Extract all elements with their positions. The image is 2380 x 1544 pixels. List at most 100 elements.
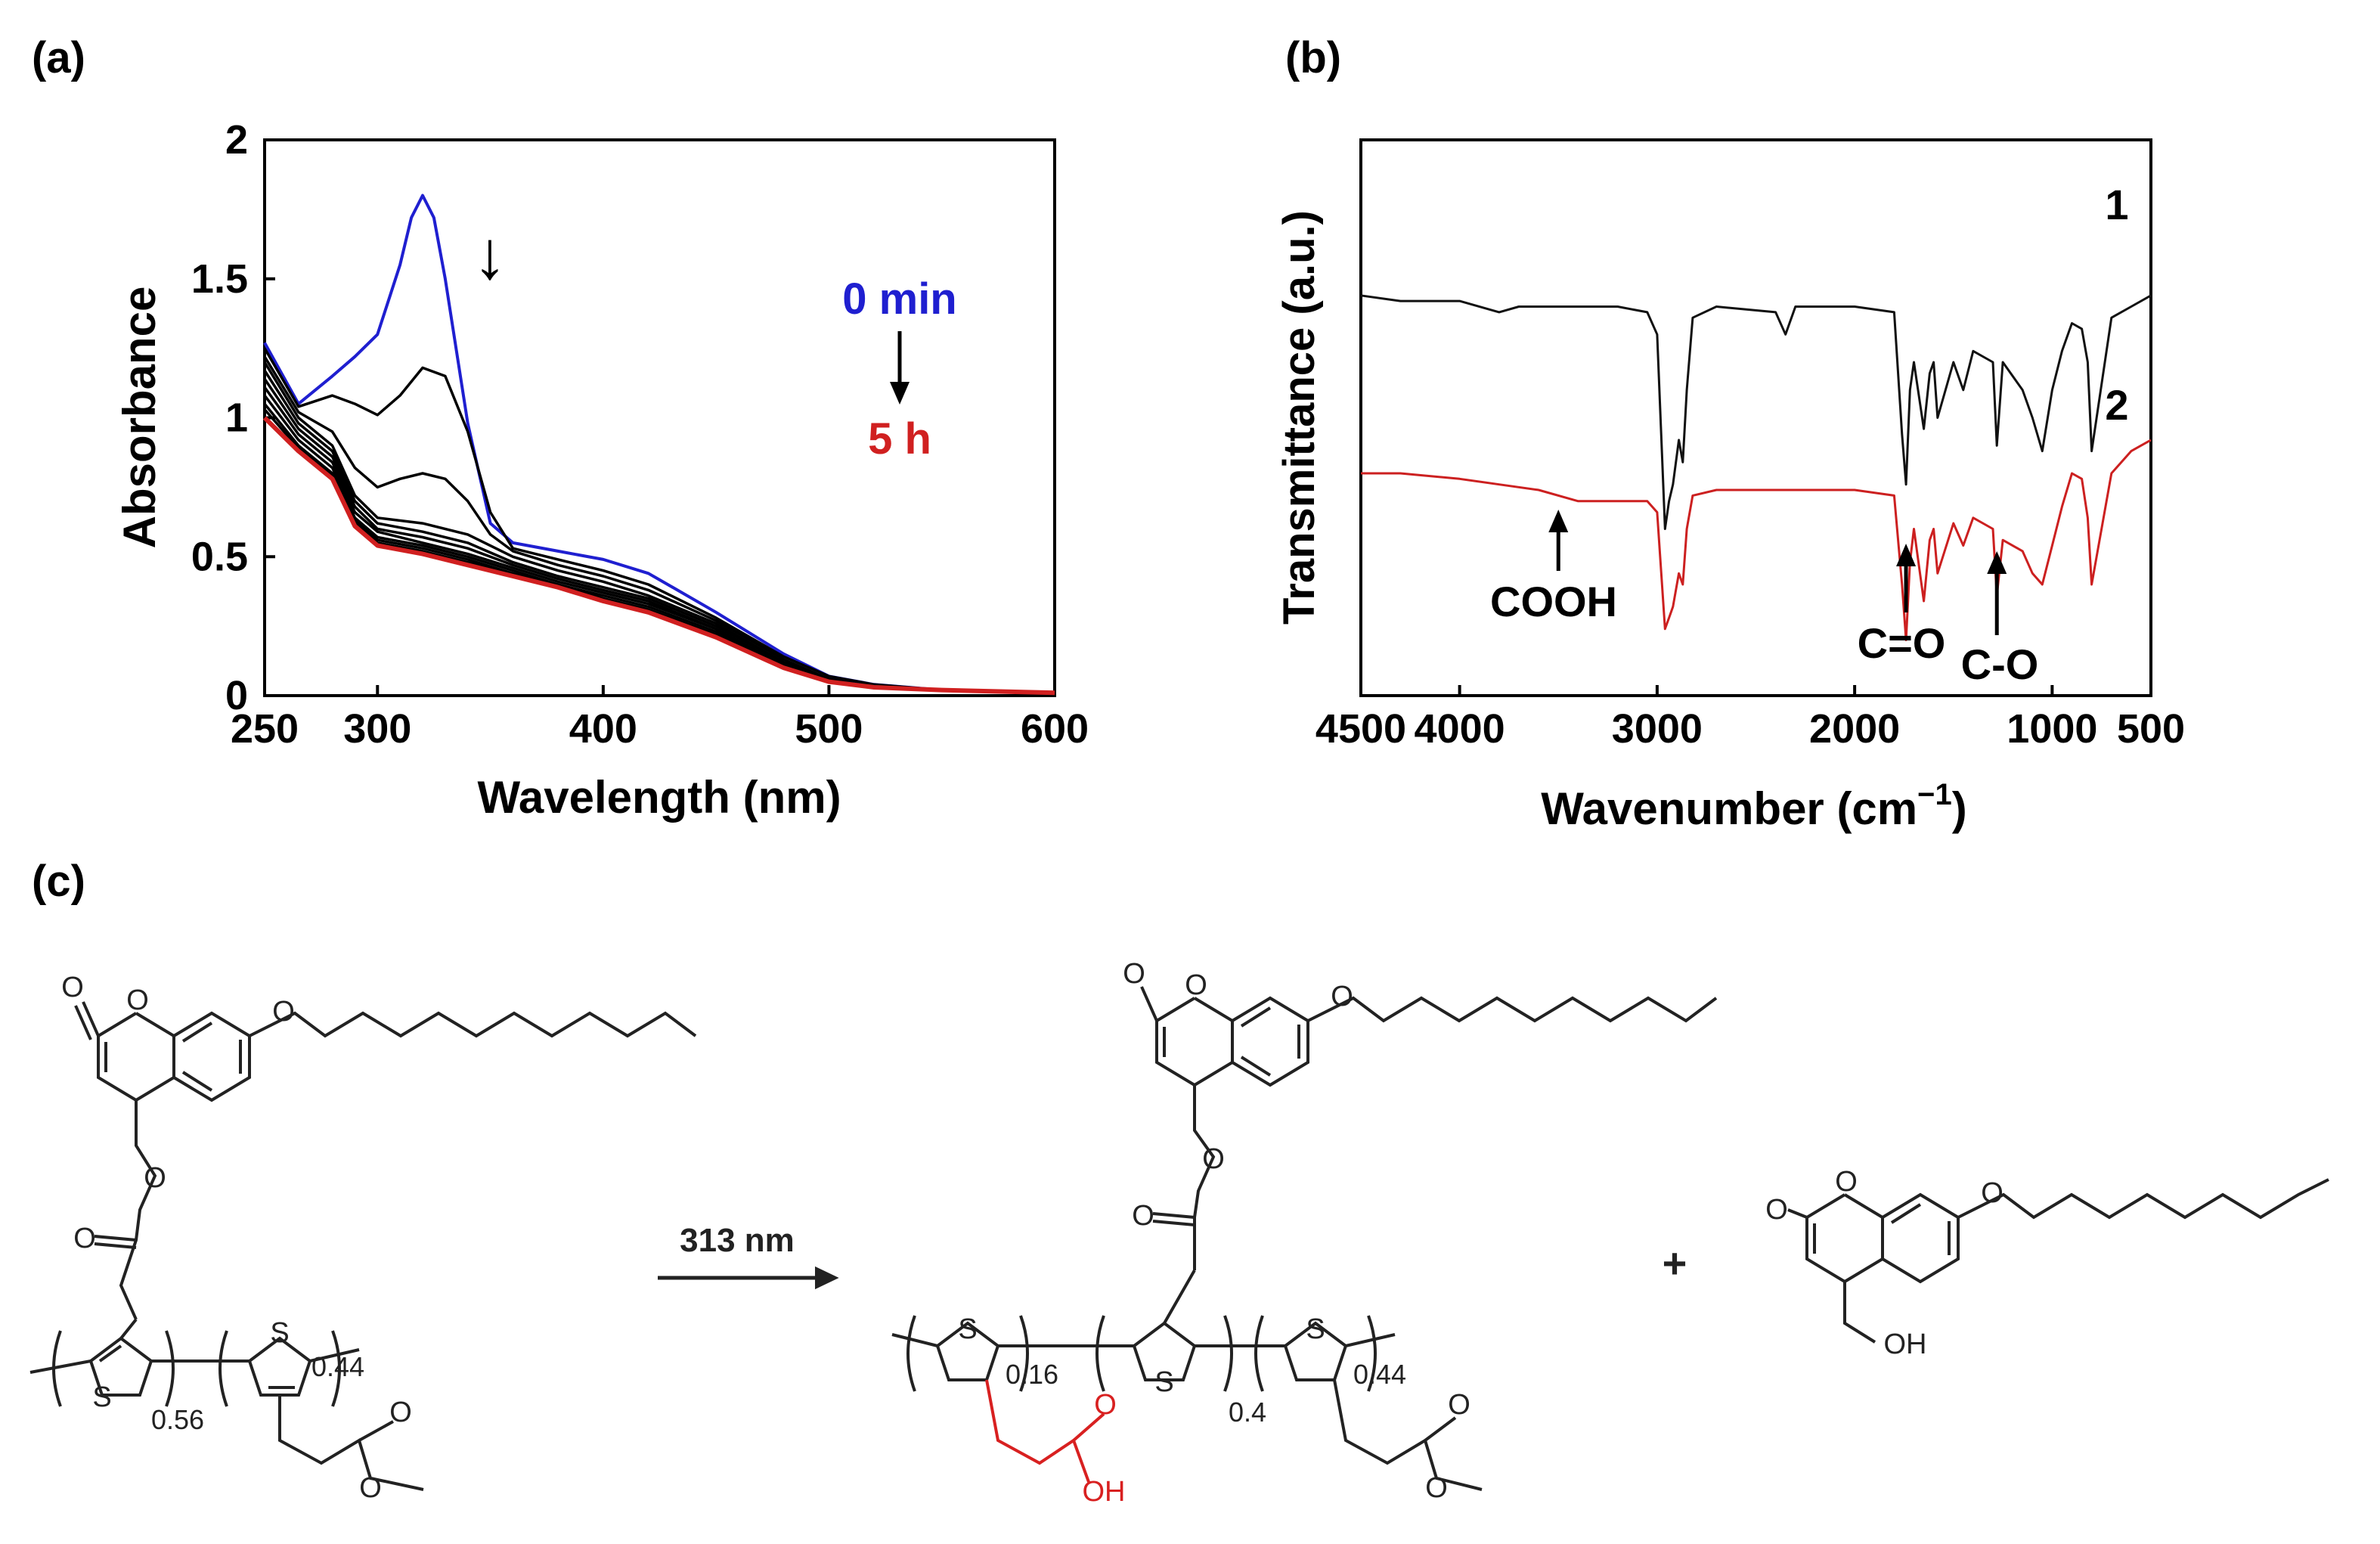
plus-sign: + [1663,1239,1687,1287]
product-atom-o7: O [1448,1389,1470,1421]
x-axis-label-b: Wavenumber (cm−1) [1541,778,1967,834]
axis-ticks-a: 250 300 400 500 600 0 0.5 1 1.5 2 [191,117,1089,752]
product-bracket-center-right [1223,1315,1233,1392]
product-center-link [1163,1270,1196,1324]
spectra-series-a [262,194,1055,696]
peak-label-c-single-o: C-O [1961,640,2039,688]
product-octyl-chain [1307,996,1718,1023]
reactant-atom-s2: S [270,1317,289,1349]
legend-end-a: 5 h [868,414,931,464]
y-axis-label-b: Transmittance (a.u.) [1275,210,1324,625]
reactant-atom-o7: O [359,1472,382,1504]
product-atom-oh: OH [1083,1476,1126,1508]
spectrum-line-t5 [263,378,1055,695]
product-bracket-center-left [1095,1315,1105,1392]
series-label-2: 2 [2105,381,2128,429]
product-acid-carbonyl [1072,1412,1105,1442]
y-tick-label-a: 1 [225,395,248,441]
x-tick-label-a: 500 [795,706,863,752]
reactant-pyranone-ring [97,1012,175,1102]
reactant-bracket-2-left [218,1330,228,1407]
product-methyl-ester-co [1424,1416,1457,1442]
product-benzene-double-3 [1240,1056,1272,1077]
product-atom-s2: S [1154,1366,1173,1398]
legend-arrow-head-a [890,382,910,405]
ftir-chart: 4500 4000 3000 2000 1000 500 Transmittance (a… [1275,138,2185,834]
reactant-thiophene-1-link [119,1318,138,1340]
product-ester-carbonyl-2 [1152,1220,1195,1226]
ftir-line-1 [1360,294,2152,530]
reactant-ester-linker [119,1100,157,1320]
byproduct-atom-o3: O [1981,1177,2003,1209]
x-axis-label-b-main: Wavenumber (cm [1541,783,1917,834]
reactant-octyl-chain [249,1011,697,1038]
product-pyranone-ring [1155,997,1234,1087]
reaction-arrow-head [815,1266,839,1290]
product-bracket-right-left [1254,1315,1264,1392]
reactant-atom-o3: O [272,996,295,1028]
product-methyl-ester [1333,1379,1483,1491]
peak-arrow-head [1987,551,2007,574]
product-bracket-left-left [906,1315,916,1392]
y-axis-label-a: Absorbance [114,287,165,549]
x-tick-label-b: 2000 [1809,706,1900,752]
x-tick-label-b: 4000 [1415,706,1505,752]
x-tick-label-a: 400 [569,706,637,752]
byproduct-pyranone-ring [1805,1193,1884,1284]
product-structure [891,986,1718,1491]
peak-arrows [1548,510,2007,635]
reactant-atom-o5: O [73,1223,96,1254]
uv-vis-chart: 250 300 400 500 600 0 0.5 1 1.5 2 Absorbance Wave… [114,117,1089,823]
plot-frame-b [1359,138,2152,697]
byproduct-octyl-chain [1957,1178,2329,1220]
product-bracket-right-right [1367,1315,1377,1392]
x-tick-label-b: 3000 [1612,706,1703,752]
byproduct-atom-o2: O [1835,1166,1858,1198]
peak-label-cooh: COOH [1490,578,1617,625]
reactant-benzene-double-1 [181,1022,213,1043]
y-tick-label-a: 1.5 [191,256,248,302]
x-tick-label-b: 500 [2117,706,2185,752]
byproduct-hydroxymethyl [1843,1282,1876,1344]
reactant-end-bond-left [29,1360,91,1374]
reactant-benzene-double-3 [181,1071,213,1092]
reactant-atom-o4: O [144,1162,166,1194]
reaction-condition: 313 nm [680,1222,795,1259]
reactant-carbonyl-bond [82,1001,100,1037]
x-tick-label-a: 300 [343,706,411,752]
x-tick-label-a: 250 [231,706,299,752]
reactant-thiophene-2 [247,1336,312,1397]
reactant-end-bond-right [309,1348,360,1363]
scheme-labels: O O O O O O O S S 0.56 0.44 313 nm + O O… [61,958,2003,1508]
spectrum-line-5-h [262,416,1055,696]
peak-label-c-double-o: C=O [1858,619,1946,667]
spectrum-line-t1 [263,347,1055,695]
spectra-series-b [1360,294,2152,641]
axis-ticks-b: 4500 4000 3000 2000 1000 500 [1316,685,2185,752]
product-bracket-left-right [1019,1315,1029,1392]
product-ester-carbonyl [1152,1212,1195,1219]
product-subscript-3: 0.44 [1353,1359,1406,1390]
x-tick-label-b: 4500 [1316,706,1406,752]
product-thiophene-center [1132,1321,1197,1381]
product-atom-o4: O [1202,1143,1225,1175]
reactant-methyl-ester [278,1395,424,1491]
reactant-bracket-1-right [165,1330,175,1407]
reactant-structure [29,1001,697,1491]
reactant-atom-o6: O [389,1397,412,1428]
product-atom-o1: O [1123,958,1145,990]
product-ester-linker [1193,1085,1216,1270]
byproduct-structure [1787,1178,2329,1344]
product-atom-o3: O [1331,981,1353,1012]
x-tick-label-a: 600 [1021,706,1089,752]
product-acid-chain [985,1379,1090,1483]
product-subscript-1: 0.16 [1006,1359,1058,1390]
reaction-scheme [29,986,2329,1491]
y-tick-label-a: 0.5 [191,534,248,579]
x-tick-label-b: 1000 [2007,706,2097,752]
product-atom-s1: S [958,1313,977,1345]
ftir-line-2 [1361,439,2152,641]
x-axis-label-a: Wavelength (nm) [477,772,841,823]
peak-arrow-head [1896,544,1917,566]
reactant-atom-o2: O [126,984,149,1016]
